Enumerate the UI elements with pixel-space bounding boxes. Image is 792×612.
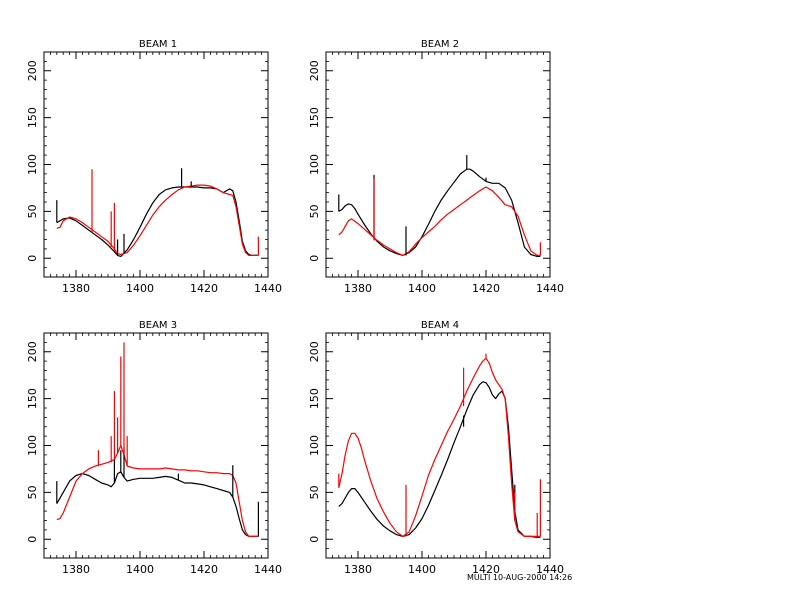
x-tick-label: 1420 — [190, 282, 218, 295]
y-tick-label: 150 — [308, 107, 321, 128]
y-tick-label: 100 — [308, 154, 321, 175]
y-tick-label: 200 — [308, 341, 321, 362]
y-tick-label: 150 — [26, 388, 39, 409]
series-line-red — [338, 186, 541, 256]
x-tick-label: 1400 — [126, 282, 154, 295]
x-tick-label: 1440 — [536, 563, 564, 576]
beam-panel-1: BEAM 1 1380 1400 1420 1440 0 50 100 150 200 — [26, 39, 282, 295]
series-line-black — [56, 471, 259, 538]
series-line-black — [338, 381, 541, 539]
y-tick-label: 200 — [26, 60, 39, 81]
x-tick-label: 1440 — [254, 282, 282, 295]
y-tick-label: 0 — [26, 255, 39, 262]
x-tick-label: 1420 — [472, 563, 500, 576]
x-tick-label: 1380 — [344, 282, 372, 295]
panel-title: BEAM 1 — [139, 39, 177, 50]
y-tick-label: 100 — [26, 154, 39, 175]
panel-title: BEAM 4 — [421, 320, 459, 331]
x-tick-label: 1400 — [408, 563, 436, 576]
panel-title: BEAM 3 — [139, 320, 177, 331]
y-tick-label: 200 — [26, 341, 39, 362]
x-tick-label: 1400 — [126, 563, 154, 576]
series-line-red — [56, 444, 259, 538]
x-tick-label: 1380 — [62, 282, 90, 295]
panel-frame — [43, 332, 269, 559]
y-tick-label: 150 — [308, 388, 321, 409]
beam-panel-2: BEAM 2 1380 1400 1420 1440 0 50 100 150 200 — [308, 39, 564, 295]
x-tick-label: 1440 — [254, 563, 282, 576]
x-tick-label: 1380 — [344, 563, 372, 576]
y-tick-label: 100 — [308, 435, 321, 456]
beam-panel-4: BEAM 4 1380 1400 1420 1440 0 50 100 150 200 — [308, 320, 564, 576]
y-tick-label: 150 — [26, 107, 39, 128]
series-line-black — [338, 168, 541, 257]
x-tick-label: 1380 — [62, 563, 90, 576]
y-tick-label: 50 — [308, 485, 321, 499]
beam-panel-3: BEAM 3 1380 1400 1420 1440 0 50 100 150 200 — [26, 320, 282, 576]
y-tick-label: 50 — [26, 485, 39, 499]
y-tick-label: 100 — [26, 435, 39, 456]
y-tick-label: 0 — [308, 536, 321, 543]
x-tick-label: 1400 — [408, 282, 436, 295]
series-line-red — [56, 184, 259, 256]
y-tick-label: 50 — [26, 204, 39, 218]
x-tick-label: 1440 — [536, 282, 564, 295]
y-tick-label: 200 — [308, 60, 321, 81]
panel-frame — [43, 51, 269, 278]
series-line-black — [56, 186, 259, 257]
footer-timestamp-label: MULTI 10-AUG-2000 14:26 — [467, 573, 573, 582]
y-tick-label: 0 — [26, 536, 39, 543]
y-tick-label: 50 — [308, 204, 321, 218]
x-tick-label: 1420 — [472, 282, 500, 295]
y-tick-label: 0 — [308, 255, 321, 262]
series-line-red — [338, 357, 541, 538]
x-tick-label: 1420 — [190, 563, 218, 576]
panel-title: BEAM 2 — [421, 39, 459, 50]
panel-frame — [325, 51, 551, 278]
